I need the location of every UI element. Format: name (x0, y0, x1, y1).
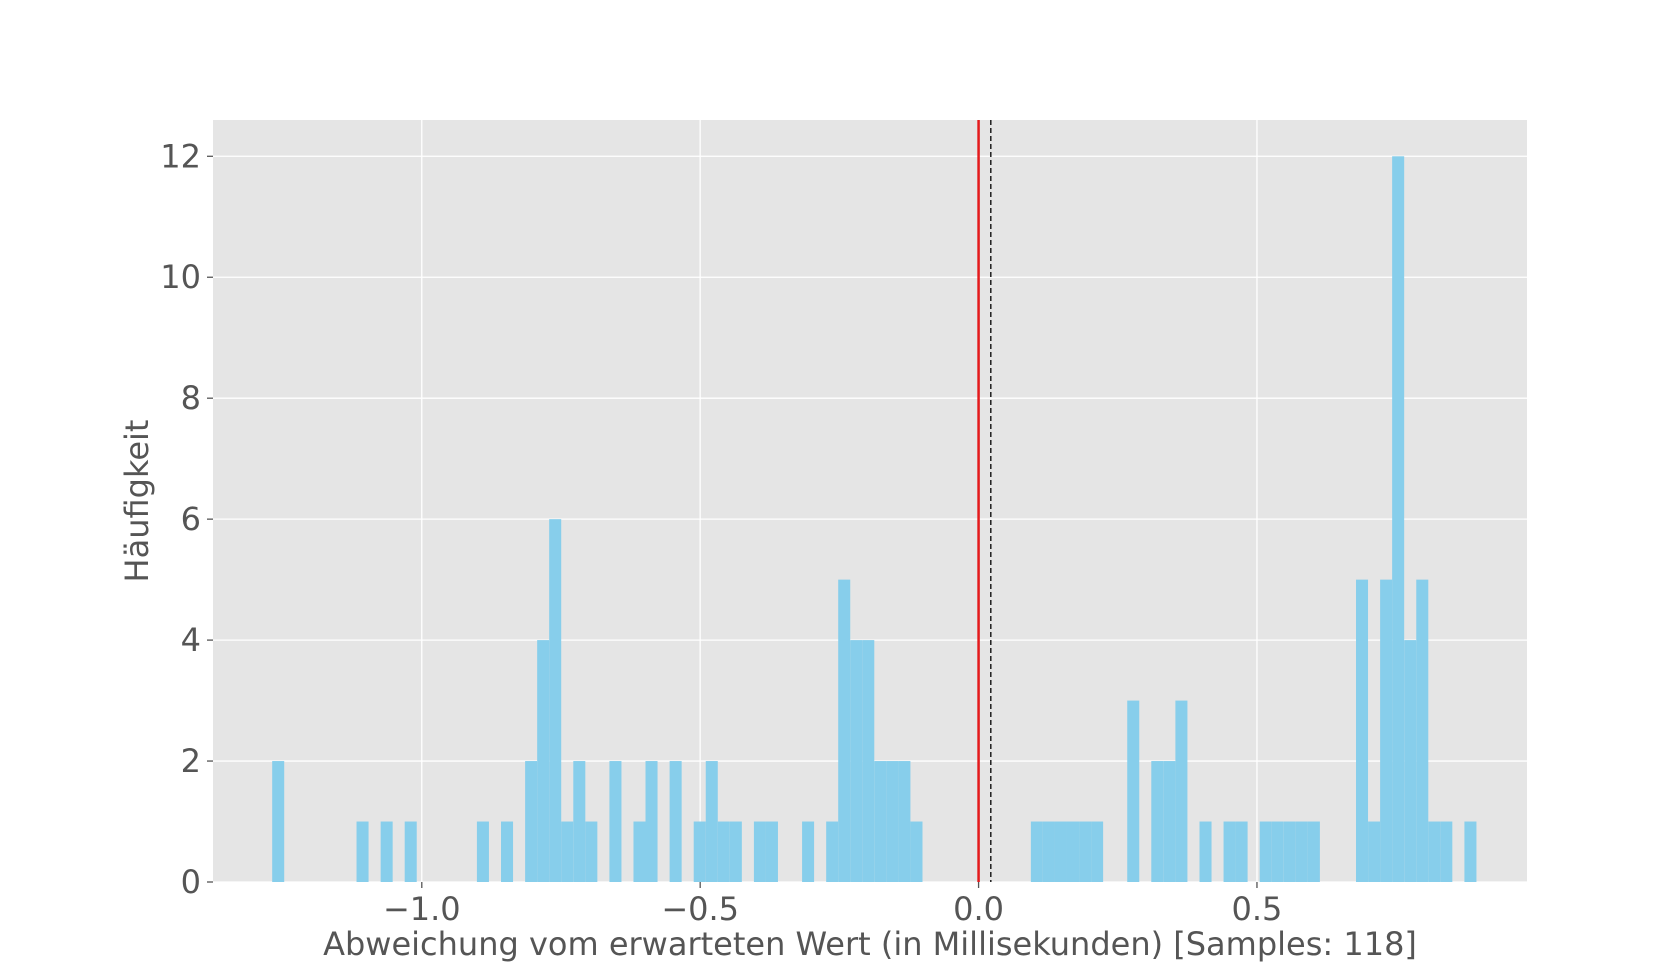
histogram-bar (1356, 579, 1369, 882)
x-axis-ticks: −1.0 −0.5 0.0 0.5 (383, 882, 1282, 928)
histogram-bar (525, 761, 538, 882)
histogram-bar (898, 761, 911, 882)
histogram-bar (1079, 821, 1092, 882)
histogram-bar (1440, 821, 1453, 882)
histogram-bar (693, 821, 706, 882)
histogram-bar (609, 761, 622, 882)
histogram-bar (585, 821, 598, 882)
histogram-bar (1030, 821, 1043, 882)
histogram-bar (1066, 821, 1080, 882)
histogram-bar (1127, 700, 1140, 882)
histogram-bar (1368, 821, 1381, 882)
histogram-bar (1392, 156, 1405, 883)
histogram-bar (356, 821, 369, 882)
histogram-bar (802, 821, 815, 882)
histogram-bar (910, 821, 923, 882)
histogram-bar (501, 821, 514, 882)
histogram-bar (1091, 821, 1104, 882)
histogram-bar (645, 761, 658, 882)
histogram-bar (1416, 579, 1429, 882)
histogram-bar (1175, 700, 1188, 882)
histogram-bar (717, 821, 730, 882)
histogram-bars (272, 156, 1477, 883)
histogram-bar (1259, 821, 1272, 882)
histogram-bar (705, 761, 718, 882)
histogram-bar (1380, 579, 1393, 882)
histogram-bar (476, 821, 489, 882)
y-tick-label: 2 (181, 742, 201, 780)
y-tick-label: 8 (181, 379, 201, 417)
histogram-bar (886, 761, 899, 882)
histogram-bar (404, 821, 417, 882)
histogram-bar (838, 579, 851, 882)
histogram-bar (633, 821, 646, 882)
histogram-bar (272, 761, 285, 882)
x-tick-label: −0.5 (661, 890, 739, 928)
histogram-bar (1464, 821, 1477, 882)
histogram-bar (1054, 821, 1067, 882)
histogram-bar (1307, 821, 1320, 882)
histogram-bar (765, 821, 778, 882)
x-tick-label: 0.5 (1232, 890, 1283, 928)
histogram-bar (380, 821, 393, 882)
histogram-bar (537, 640, 550, 882)
histogram-bar (826, 821, 839, 882)
histogram-bar (1404, 640, 1417, 882)
histogram-bar (1271, 821, 1284, 882)
histogram-bar (753, 821, 766, 882)
x-axis-label: Abweichung vom erwarteten Wert (in Milli… (323, 925, 1417, 963)
histogram-bar (729, 821, 742, 882)
x-tick-label: 0.0 (953, 890, 1004, 928)
histogram-bar (874, 761, 887, 882)
histogram-bar (1283, 821, 1296, 882)
histogram-bar (1199, 821, 1212, 882)
histogram-bar (549, 519, 562, 882)
y-tick-label: 4 (181, 621, 201, 659)
histogram-bar (1428, 821, 1441, 882)
histogram-bar (850, 640, 863, 882)
y-tick-label: 10 (160, 258, 201, 296)
histogram-bar (1223, 821, 1236, 882)
histogram-bar (1235, 821, 1248, 882)
histogram-bar (1042, 821, 1055, 882)
y-axis-ticks: 0 2 4 6 8 10 12 (160, 137, 213, 901)
histogram-bar (862, 640, 875, 882)
histogram-bar (669, 761, 682, 882)
reference-lines (977, 120, 992, 882)
histogram-bar (1151, 761, 1164, 882)
x-tick-label: −1.0 (383, 890, 461, 928)
y-tick-label: 0 (181, 863, 201, 901)
histogram-bar (573, 761, 586, 882)
histogram-bar (1295, 821, 1308, 882)
histogram-bar (1163, 761, 1176, 882)
histogram-bar (561, 821, 574, 882)
y-tick-label: 12 (160, 137, 201, 175)
y-axis-label: Häufigkeit (118, 420, 156, 583)
y-tick-label: 6 (181, 500, 201, 538)
